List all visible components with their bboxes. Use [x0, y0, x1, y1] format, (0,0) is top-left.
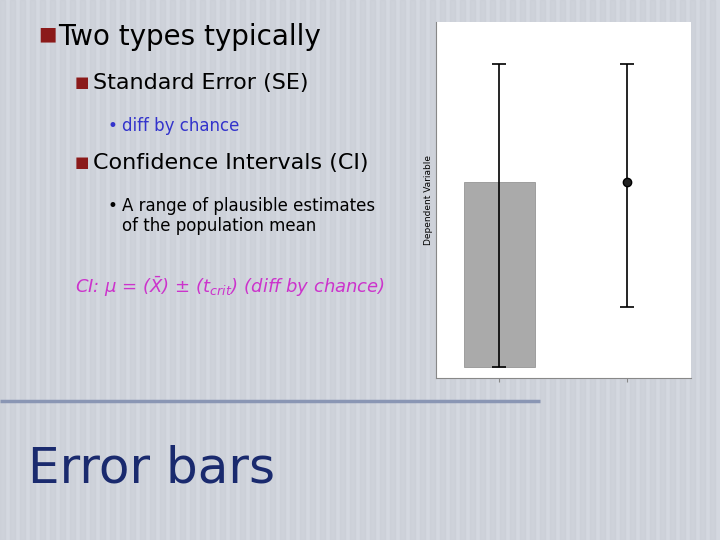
Bar — [280, 0, 285, 540]
Bar — [80, 0, 85, 540]
Bar — [470, 0, 475, 540]
Bar — [600, 0, 605, 540]
Y-axis label: Dependent Variable: Dependent Variable — [424, 155, 433, 245]
Bar — [130, 0, 135, 540]
Bar — [464, 182, 535, 367]
Bar — [340, 0, 345, 540]
Bar — [660, 0, 665, 540]
Bar — [400, 0, 405, 540]
Bar — [250, 0, 255, 540]
Bar — [40, 0, 45, 540]
Bar — [430, 0, 435, 540]
Bar — [410, 0, 415, 540]
Bar — [330, 0, 335, 540]
Bar — [10, 0, 15, 540]
Bar — [520, 0, 525, 540]
Text: diff by chance: diff by chance — [122, 117, 239, 135]
Bar — [270, 0, 275, 540]
Bar — [480, 0, 485, 540]
Bar — [650, 0, 655, 540]
Bar — [630, 0, 635, 540]
Text: Two types typically: Two types typically — [58, 23, 320, 51]
Text: •: • — [108, 197, 118, 214]
Text: ■: ■ — [75, 154, 89, 170]
Bar — [230, 0, 235, 540]
Text: ■: ■ — [75, 75, 89, 90]
Bar — [70, 0, 75, 540]
Bar — [420, 0, 425, 540]
Bar — [60, 0, 65, 540]
Bar — [190, 0, 195, 540]
Bar — [710, 0, 715, 540]
Bar — [290, 0, 295, 540]
Bar — [150, 0, 155, 540]
Bar — [450, 0, 455, 540]
Bar — [50, 0, 55, 540]
Bar — [0, 0, 5, 540]
Bar — [160, 0, 165, 540]
Bar — [110, 0, 115, 540]
Bar — [350, 0, 355, 540]
Bar — [580, 0, 585, 540]
Bar — [170, 0, 175, 540]
Bar — [200, 0, 205, 540]
Text: of the population mean: of the population mean — [122, 217, 316, 234]
Bar — [180, 0, 185, 540]
Bar — [310, 0, 315, 540]
Bar — [320, 0, 325, 540]
Bar — [620, 0, 625, 540]
Bar — [360, 0, 365, 540]
Bar — [540, 0, 545, 540]
Bar — [380, 0, 385, 540]
Bar — [370, 0, 375, 540]
Bar — [560, 0, 565, 540]
Bar — [640, 0, 645, 540]
Bar — [690, 0, 695, 540]
Bar — [140, 0, 145, 540]
Bar — [210, 0, 215, 540]
Bar — [500, 0, 505, 540]
Bar — [440, 0, 445, 540]
Bar — [100, 0, 105, 540]
Bar — [570, 0, 575, 540]
Bar — [590, 0, 595, 540]
Bar — [90, 0, 95, 540]
Bar — [120, 0, 125, 540]
Bar — [20, 0, 25, 540]
Text: CI: $\mu$ = ($\bar{X}$) ± (t$_{\mathregular{crit}}$) (diff by chance): CI: $\mu$ = ($\bar{X}$) ± (t$_{\mathregu… — [75, 274, 385, 299]
Text: •: • — [108, 117, 118, 135]
Text: ■: ■ — [38, 25, 56, 44]
Text: A range of plausible estimates: A range of plausible estimates — [122, 197, 375, 214]
Bar — [490, 0, 495, 540]
Text: Error bars: Error bars — [28, 444, 275, 492]
Bar — [680, 0, 685, 540]
Text: Standard Error (SE): Standard Error (SE) — [93, 73, 308, 93]
Bar — [610, 0, 615, 540]
Bar — [530, 0, 535, 540]
Bar — [260, 0, 265, 540]
Bar — [390, 0, 395, 540]
Text: Confidence Intervals (CI): Confidence Intervals (CI) — [93, 153, 369, 173]
Bar — [670, 0, 675, 540]
Bar — [220, 0, 225, 540]
Bar — [460, 0, 465, 540]
Bar — [300, 0, 305, 540]
Bar — [550, 0, 555, 540]
Bar — [240, 0, 245, 540]
Bar — [30, 0, 35, 540]
Bar — [510, 0, 515, 540]
Bar — [700, 0, 705, 540]
